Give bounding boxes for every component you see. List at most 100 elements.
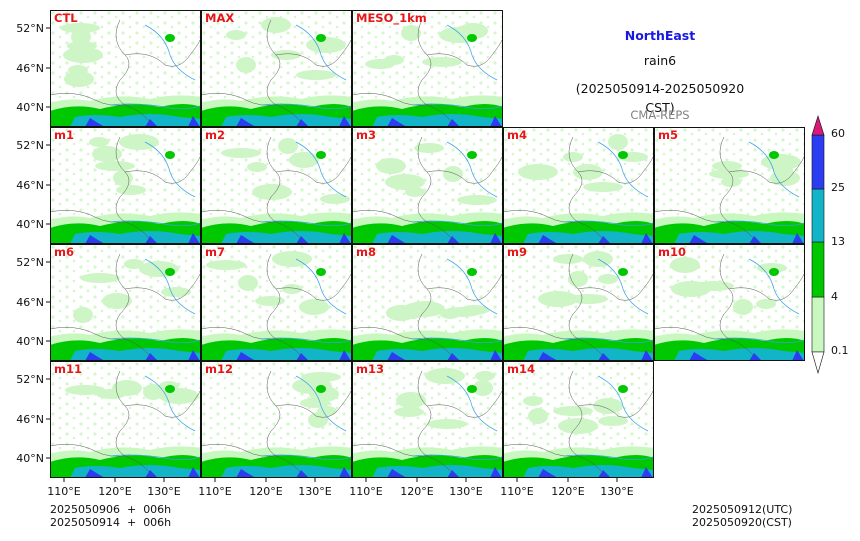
map-panel-m2: m2 [200, 127, 352, 244]
rain-band-heavy [674, 348, 805, 361]
river [446, 258, 498, 315]
rain-cell [618, 151, 628, 159]
light-rain-area [271, 50, 301, 60]
province-border [417, 253, 453, 357]
rain-band-heavy [70, 231, 201, 244]
light-rain-area [306, 37, 346, 53]
lon-tick-label: 120°E [400, 485, 433, 498]
lon-tick-label: 130°E [600, 485, 633, 498]
river [260, 454, 352, 461]
panel-frame [201, 127, 352, 244]
colorbar-segment [811, 241, 825, 298]
variable-title-text: rain6 [643, 53, 677, 68]
river [109, 454, 201, 461]
rain-band-very-heavy [85, 116, 200, 127]
panel-frame [352, 127, 503, 244]
province-border [728, 273, 805, 301]
river [562, 220, 654, 227]
province-border [426, 273, 503, 301]
river [411, 220, 503, 227]
rain-band-heavy [372, 114, 503, 127]
light-rain-area [475, 371, 495, 381]
rain-cell [618, 268, 628, 276]
river [597, 258, 649, 315]
river [562, 454, 654, 461]
colorbar-segment [811, 134, 825, 190]
light-rain-area [553, 254, 583, 264]
colorbar-segment [811, 296, 825, 353]
rain-cell [467, 151, 477, 159]
province-border [719, 136, 755, 240]
rain-band-heavy [70, 348, 201, 361]
province-border [502, 210, 584, 223]
light-rain-area [528, 408, 548, 424]
rain-band-heavy [70, 465, 201, 478]
light-rain-area [282, 284, 302, 294]
light-rain-area [396, 392, 426, 408]
province-border [426, 390, 503, 418]
lon-tick-label: 110°E [198, 485, 231, 498]
rain-band-very-heavy [236, 116, 351, 127]
province-border [728, 156, 805, 184]
river [109, 220, 201, 227]
region-title-text: NorthEast [624, 28, 696, 43]
panel-label: m14 [507, 362, 535, 376]
lon-tick-label: 110°E [47, 485, 80, 498]
colorbar: 0.1 4 13 25 60 [811, 115, 849, 375]
map-panel-m3: m3 [351, 127, 503, 244]
province-border [426, 156, 503, 184]
province-border [124, 156, 201, 184]
light-rain-area [102, 293, 132, 309]
river [260, 337, 352, 344]
light-rain-area [593, 398, 623, 414]
model-title: CMA-REPS [560, 104, 760, 123]
rain-cell [316, 34, 326, 42]
light-rain-area [712, 161, 742, 171]
model-title-text: CMA-REPS [630, 108, 690, 122]
light-rain-area [221, 148, 261, 158]
light-rain-area [671, 281, 711, 297]
rain-band-heavy [221, 348, 352, 361]
rain-cell [316, 151, 326, 159]
lat-tick-label: 40°N [16, 335, 44, 348]
map-panel-m5: m5 [653, 127, 805, 244]
province-border [568, 136, 604, 240]
lat-tick-label: 40°N [16, 452, 44, 465]
colorbar-level-label: 0.1 [831, 344, 849, 357]
province-border [351, 327, 433, 340]
light-rain-area [598, 274, 618, 284]
province-border [568, 253, 604, 357]
light-rain-area [756, 299, 776, 309]
river [748, 141, 800, 198]
lon-tick-label: 110°E [349, 485, 382, 498]
light-rain-area [261, 17, 291, 33]
province-border [351, 444, 433, 457]
province-border [49, 93, 131, 106]
river [713, 220, 805, 227]
province-border [124, 273, 201, 301]
panel-label: m12 [205, 362, 233, 376]
light-rain-area [568, 294, 608, 304]
panel-label: m7 [205, 245, 225, 259]
panel-label: m10 [658, 245, 686, 259]
map-panel-m4: m4 [502, 127, 654, 244]
rain-cell [769, 151, 779, 159]
panel-frame [654, 244, 805, 361]
river [144, 375, 196, 432]
province-border [275, 390, 352, 418]
rain-band-heavy [674, 231, 805, 244]
light-rain-area [206, 260, 246, 270]
river [713, 337, 805, 344]
light-rain-area [63, 47, 103, 63]
light-rain-area [299, 299, 329, 315]
light-rain-area [60, 23, 100, 33]
panel-label: m4 [507, 128, 527, 142]
light-rain-area [71, 29, 91, 45]
light-rain-area [414, 143, 444, 153]
lon-tick-label: 130°E [147, 485, 180, 498]
footer-valid-utc: 2025050912(UTC) [692, 503, 793, 516]
river [144, 24, 196, 81]
province-border [115, 253, 151, 357]
light-rain-area [89, 137, 109, 147]
